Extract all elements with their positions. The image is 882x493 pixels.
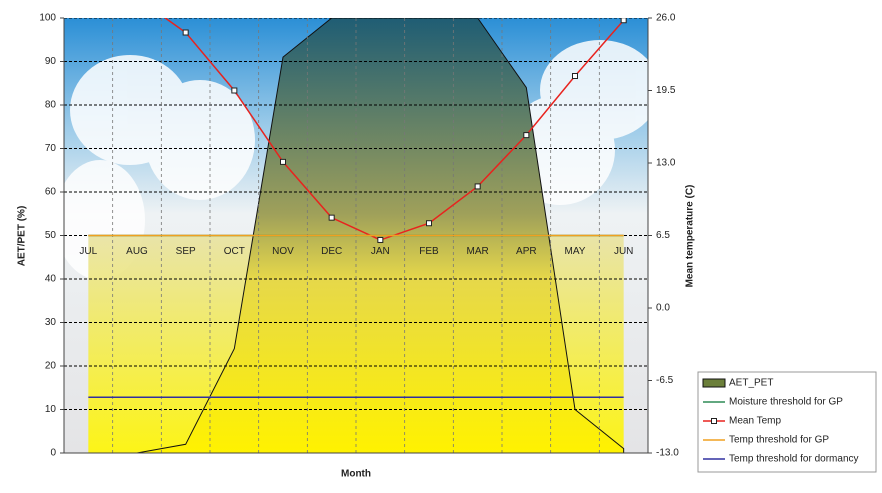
x-tick-label: APR (516, 246, 537, 257)
x-tick-label: JUL (79, 246, 97, 257)
y-tick-label: 10 (45, 404, 57, 415)
x-tick-label: AUG (126, 246, 148, 257)
y-axis-title: AET/PET (%) (17, 206, 28, 267)
y-tick-label: 30 (45, 317, 57, 328)
y2-tick-label: 19.5 (656, 85, 676, 96)
marker (621, 18, 626, 23)
y2-tick-label: 13.0 (656, 158, 676, 169)
marker (378, 237, 383, 242)
legend: AET_PET Moisture threshold for GP Mean Tem… (698, 372, 876, 472)
y2-tick-label: -13.0 (656, 448, 679, 459)
marker (183, 30, 188, 35)
x-tick-label: OCT (224, 246, 245, 257)
chart: 0 10 20 30 40 50 60 70 80 90 100 26.0 19.5 13.0 6.5 0.0… (0, 0, 882, 488)
y-tick-label: 100 (39, 13, 56, 24)
x-tick-label: DEC (321, 246, 342, 257)
legend-marker (712, 419, 717, 424)
x-tick-label: MAR (467, 246, 489, 257)
legend-label: Mean Temp (729, 416, 782, 427)
y-tick-label: 80 (45, 100, 57, 111)
y-tick-label: 90 (45, 56, 57, 67)
marker (281, 159, 286, 164)
legend-label: Moisture threshold for GP (729, 397, 843, 408)
y2-axis-title: Mean temperature (C) (685, 185, 696, 288)
marker (524, 133, 529, 138)
x-tick-label: JAN (371, 246, 390, 257)
x-tick-label: NOV (272, 246, 294, 257)
marker (573, 74, 578, 79)
y-tick-label: 60 (45, 187, 57, 198)
marker (427, 221, 432, 226)
y2-tick-label: 0.0 (656, 303, 670, 314)
x-tick-label: MAY (565, 246, 586, 257)
y2-tick-label: 6.5 (656, 230, 670, 241)
legend-label: Temp threshold for GP (729, 435, 829, 446)
y-tick-label: 20 (45, 361, 57, 372)
y-tick-label: 0 (50, 448, 56, 459)
legend-label: Temp threshold for dormancy (729, 454, 859, 465)
y-tick-label: 40 (45, 274, 57, 285)
x-tick-label: JUN (614, 246, 633, 257)
marker (329, 215, 334, 220)
x-tick-label: SEP (176, 246, 196, 257)
y2-tick-label: -6.5 (656, 375, 674, 386)
marker (475, 184, 480, 189)
y-tick-label: 70 (45, 143, 57, 154)
marker (232, 88, 237, 93)
legend-label: AET_PET (729, 378, 773, 389)
x-axis-title: Month (341, 469, 371, 480)
y2-tick-label: 26.0 (656, 13, 676, 24)
x-tick-label: FEB (419, 246, 439, 257)
legend-swatch (703, 379, 725, 387)
y-tick-label: 50 (45, 230, 57, 241)
